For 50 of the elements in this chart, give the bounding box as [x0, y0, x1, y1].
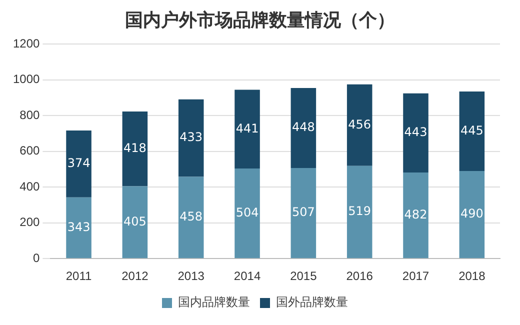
bar: [122, 112, 148, 186]
x-tick-label: 2017: [402, 269, 430, 284]
data-label: 482: [404, 207, 428, 222]
y-tick-label: 0: [33, 250, 40, 265]
bar: [178, 99, 204, 177]
data-label: 418: [123, 141, 146, 156]
bar: [459, 171, 485, 258]
bar: [122, 186, 148, 258]
data-label: 405: [123, 214, 146, 228]
legend-label: 国外品牌数量: [276, 295, 348, 310]
data-label: 343: [67, 220, 90, 234]
y-tick-label: 200: [20, 215, 40, 230]
x-tick-label: 2016: [346, 269, 374, 284]
data-label: 507: [292, 205, 315, 220]
bar: [66, 130, 92, 198]
bar: [234, 168, 260, 258]
x-tick-label: 2014: [234, 269, 261, 284]
x-tick-label: 2011: [66, 269, 92, 284]
data-label: 433: [180, 130, 203, 144]
y-tick-label: 600: [20, 144, 40, 158]
legend-label: 国内品牌数量: [178, 295, 250, 310]
data-label: 490: [460, 206, 484, 221]
bar: [178, 176, 204, 258]
x-tick-label: 2018: [458, 269, 486, 284]
data-label: 374: [67, 156, 90, 170]
data-label: 443: [404, 125, 428, 140]
data-label: 448: [292, 120, 315, 134]
data-label: 456: [348, 117, 372, 132]
bar: [403, 172, 428, 258]
data-label: 441: [236, 121, 259, 136]
x-tick-label: 2012: [122, 269, 149, 284]
bar: [234, 90, 260, 169]
chart-title: 国内户外市场品牌数量情况（个）: [124, 9, 396, 32]
bar: [403, 93, 428, 172]
bar: [346, 84, 372, 166]
bar: [459, 92, 485, 172]
data-label: 445: [460, 123, 484, 138]
y-tick-label: 1000: [12, 72, 40, 86]
x-tick-label: 2015: [290, 269, 318, 284]
x-tick-label: 2013: [178, 269, 205, 284]
bar: [290, 168, 316, 258]
y-tick-label: 400: [20, 179, 40, 194]
data-label: 504: [236, 205, 259, 220]
bar: [290, 88, 316, 168]
bar: [66, 197, 92, 258]
y-tick-label: 800: [20, 108, 40, 122]
bar: [346, 166, 372, 258]
y-tick-label: 1200: [12, 36, 40, 51]
data-label: 458: [180, 210, 203, 224]
data-label: 519: [348, 204, 372, 218]
